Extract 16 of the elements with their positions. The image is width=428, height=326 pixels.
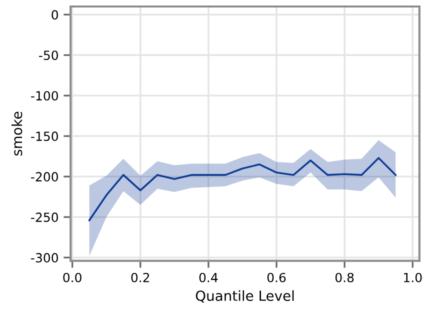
y-tick-label: -100 (31, 91, 58, 101)
y-tick-label: -50 (39, 50, 58, 60)
line-series (88, 157, 397, 222)
x-tick-label: 0.8 (335, 272, 354, 282)
x-tick-label: 0.6 (267, 272, 286, 282)
x-tick-label: 0.4 (199, 272, 218, 282)
y-tick-label: -300 (31, 253, 58, 262)
x-tick-label: 1.0 (404, 272, 422, 282)
x-tick-label: 0.0 (63, 272, 82, 282)
y-axis-title: smoke (11, 112, 22, 156)
y-tick-label: -150 (31, 132, 58, 142)
y-tick-label: -200 (31, 172, 58, 182)
y-tick-label: 0 (52, 10, 58, 20)
y-tick-label: -250 (31, 212, 58, 222)
x-tick-label: 0.2 (131, 272, 150, 282)
x-axis-title: Quantile Level (196, 290, 294, 303)
